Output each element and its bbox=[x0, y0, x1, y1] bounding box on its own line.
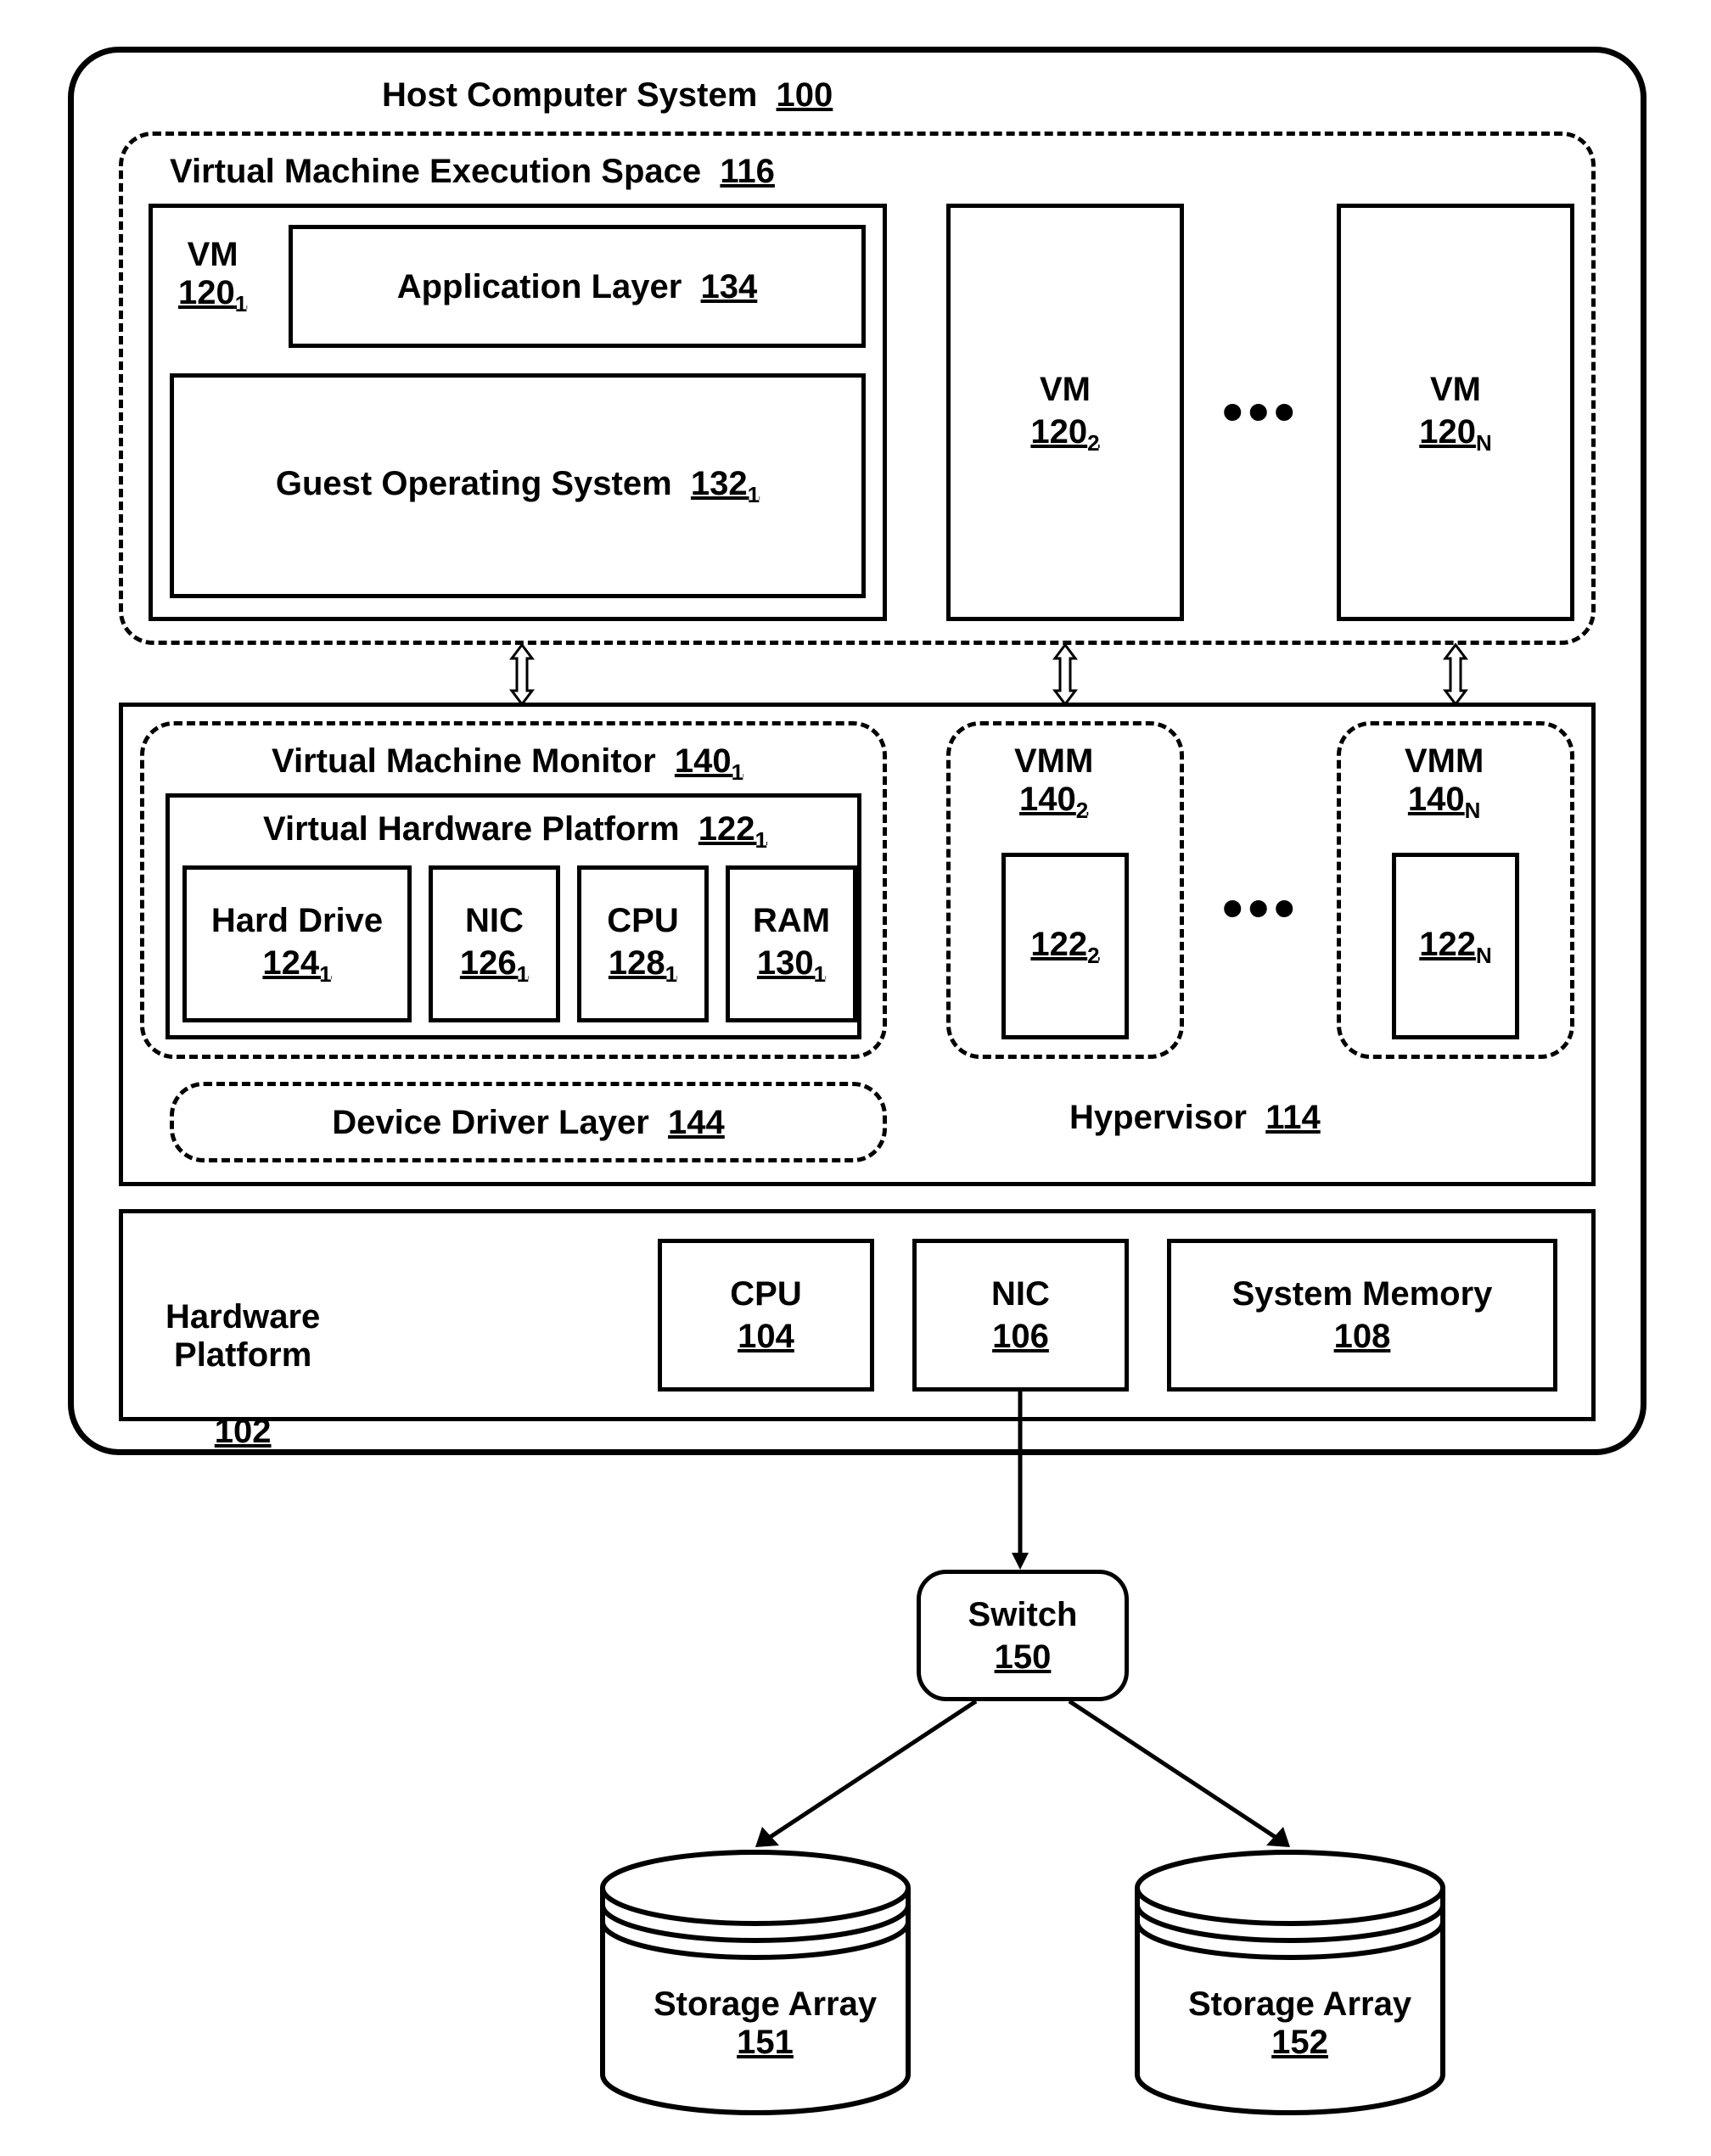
sysmem-ref: 108 bbox=[1334, 1318, 1391, 1355]
vmm1-ref: 140 bbox=[675, 742, 732, 780]
ddl-text: Device Driver Layer bbox=[332, 1104, 649, 1141]
vmm2-inner-sub: 2 bbox=[1087, 943, 1099, 968]
vmes-ref: 116 bbox=[720, 153, 775, 190]
device-driver-layer: Device Driver Layer 144 bbox=[170, 1082, 887, 1162]
arrow-switch-storage2 bbox=[1061, 1701, 1299, 1854]
vmmN-inner-sub: N bbox=[1476, 943, 1492, 968]
v-cpu: CPU 1281 bbox=[577, 865, 709, 1022]
app-layer-text: Application Layer bbox=[397, 268, 682, 305]
vmN: VM 120N bbox=[1337, 204, 1574, 621]
vmm2-text: VMM bbox=[1014, 742, 1093, 780]
arrow-switch-storage1 bbox=[747, 1701, 985, 1854]
vcpu-text: CPU bbox=[607, 902, 678, 939]
storage1-ref: 151 bbox=[737, 2024, 794, 2061]
vm1-ref: 120 bbox=[178, 274, 235, 311]
arrow-vmN-vmmN bbox=[1439, 645, 1473, 704]
vmmN-title: VMM140N bbox=[1405, 742, 1484, 824]
cpu-box: CPU 104 bbox=[658, 1239, 874, 1392]
switch-text: Switch bbox=[968, 1596, 1078, 1633]
vnic-ref: 126 bbox=[460, 944, 517, 982]
vmN-ref: 120 bbox=[1419, 413, 1476, 451]
nic-box: NIC 106 bbox=[912, 1239, 1129, 1392]
vmmN-ref: 140 bbox=[1408, 781, 1465, 818]
vmN-text: VM bbox=[1430, 371, 1481, 408]
vcpu-sub: 1 bbox=[665, 961, 677, 987]
hypervisor-text: Hypervisor bbox=[1069, 1099, 1247, 1136]
vmmN-inner: 122N bbox=[1392, 853, 1519, 1039]
storage2-ref: 152 bbox=[1271, 2024, 1328, 2061]
vm2-text: VM bbox=[1040, 371, 1091, 408]
guest-os-sub: 1 bbox=[748, 482, 760, 507]
vmes-title: Virtual Machine Execution Space 116 bbox=[170, 153, 775, 191]
diagram-canvas: Host Computer System 100 Virtual Machine… bbox=[0, 0, 1711, 2156]
line-nic-switch bbox=[1010, 1392, 1035, 1570]
vmes-title-text: Virtual Machine Execution Space bbox=[170, 153, 701, 190]
v-ram: RAM 1301 bbox=[726, 865, 857, 1022]
hypervisor-ref: 114 bbox=[1265, 1099, 1321, 1136]
vhp-text: Virtual Hardware Platform bbox=[263, 810, 680, 848]
vm2-ref: 120 bbox=[1030, 413, 1087, 451]
host-title-text: Host Computer System bbox=[382, 76, 757, 114]
hdd-sub: 1 bbox=[319, 961, 331, 987]
application-layer: Application Layer 134 bbox=[289, 225, 866, 348]
hdd-ref: 124 bbox=[262, 944, 319, 982]
vnic-text: NIC bbox=[465, 902, 524, 939]
vnic-sub: 1 bbox=[517, 961, 529, 987]
vm1-label: VM 1201 bbox=[178, 236, 247, 317]
guest-os: Guest Operating System 1321 bbox=[170, 373, 866, 598]
vmm1-sub: 1 bbox=[732, 759, 743, 785]
cpu-ref: 104 bbox=[738, 1318, 794, 1355]
vmm2-ref: 140 bbox=[1019, 781, 1076, 818]
hypervisor-label: Hypervisor 114 bbox=[1069, 1099, 1321, 1137]
vmmN-text: VMM bbox=[1405, 742, 1484, 780]
vmmN-inner-ref: 122 bbox=[1419, 926, 1476, 963]
vcpu-ref: 128 bbox=[609, 944, 665, 982]
hw-platform-label: Hardware Platform 102 bbox=[165, 1260, 320, 1451]
vmm2-inner: 1222 bbox=[1001, 853, 1129, 1039]
vm2: VM 1202 bbox=[946, 204, 1184, 621]
vmmN-sub: N bbox=[1465, 798, 1481, 823]
vhp-sub: 1 bbox=[755, 827, 767, 853]
vm1-sub: 1 bbox=[235, 291, 247, 316]
storage1-text: Storage Array bbox=[654, 1985, 877, 2023]
v-harddrive: Hard Drive 1241 bbox=[182, 865, 412, 1022]
v-nic: NIC 1261 bbox=[429, 865, 560, 1022]
vmm2-sub: 2 bbox=[1076, 798, 1088, 823]
sysmem-text: System Memory bbox=[1232, 1275, 1493, 1313]
host-ref: 100 bbox=[777, 76, 833, 114]
app-layer-ref: 134 bbox=[701, 268, 758, 305]
ddl-ref: 144 bbox=[668, 1104, 725, 1141]
vmm2-inner-ref: 122 bbox=[1030, 926, 1087, 963]
arrow-vm1-vmm1 bbox=[505, 645, 539, 704]
vm1-text: VM bbox=[188, 236, 238, 273]
vmm1-title: Virtual Machine Monitor 1401 bbox=[272, 742, 743, 786]
vmN-sub: N bbox=[1476, 430, 1492, 456]
hw-platform-ref: 102 bbox=[215, 1413, 272, 1450]
vmm1-text: Virtual Machine Monitor bbox=[272, 742, 656, 780]
guest-os-text: Guest Operating System bbox=[276, 465, 672, 502]
arrow-vm2-vmm2 bbox=[1048, 645, 1082, 704]
cpu-text: CPU bbox=[730, 1275, 801, 1313]
storage1-label: Storage Array151 bbox=[654, 1985, 877, 2062]
hdd-text: Hard Drive bbox=[211, 902, 383, 939]
vhp-title: Virtual Hardware Platform 1221 bbox=[263, 810, 767, 854]
storage2-text: Storage Array bbox=[1188, 1985, 1411, 2023]
sysmem-box: System Memory 108 bbox=[1167, 1239, 1557, 1392]
vram-sub: 1 bbox=[814, 961, 826, 987]
vmm-ellipsis: ••• bbox=[1222, 874, 1300, 942]
guest-os-ref: 132 bbox=[691, 465, 748, 502]
hw-platform-text: Hardware Platform bbox=[165, 1298, 320, 1374]
switch-ref: 150 bbox=[995, 1638, 1052, 1676]
nic-text: NIC bbox=[991, 1275, 1050, 1313]
vram-text: RAM bbox=[753, 902, 830, 939]
vm2-sub: 2 bbox=[1087, 430, 1099, 456]
storage2-label: Storage Array152 bbox=[1188, 1985, 1411, 2062]
vhp-ref: 122 bbox=[698, 810, 755, 848]
vmm2-title: VMM1402 bbox=[1014, 742, 1093, 824]
vram-ref: 130 bbox=[757, 944, 814, 982]
host-title: Host Computer System 100 bbox=[382, 76, 833, 115]
nic-ref: 106 bbox=[992, 1318, 1049, 1355]
switch-box: Switch 150 bbox=[917, 1570, 1129, 1701]
vm-ellipsis: ••• bbox=[1222, 378, 1300, 445]
